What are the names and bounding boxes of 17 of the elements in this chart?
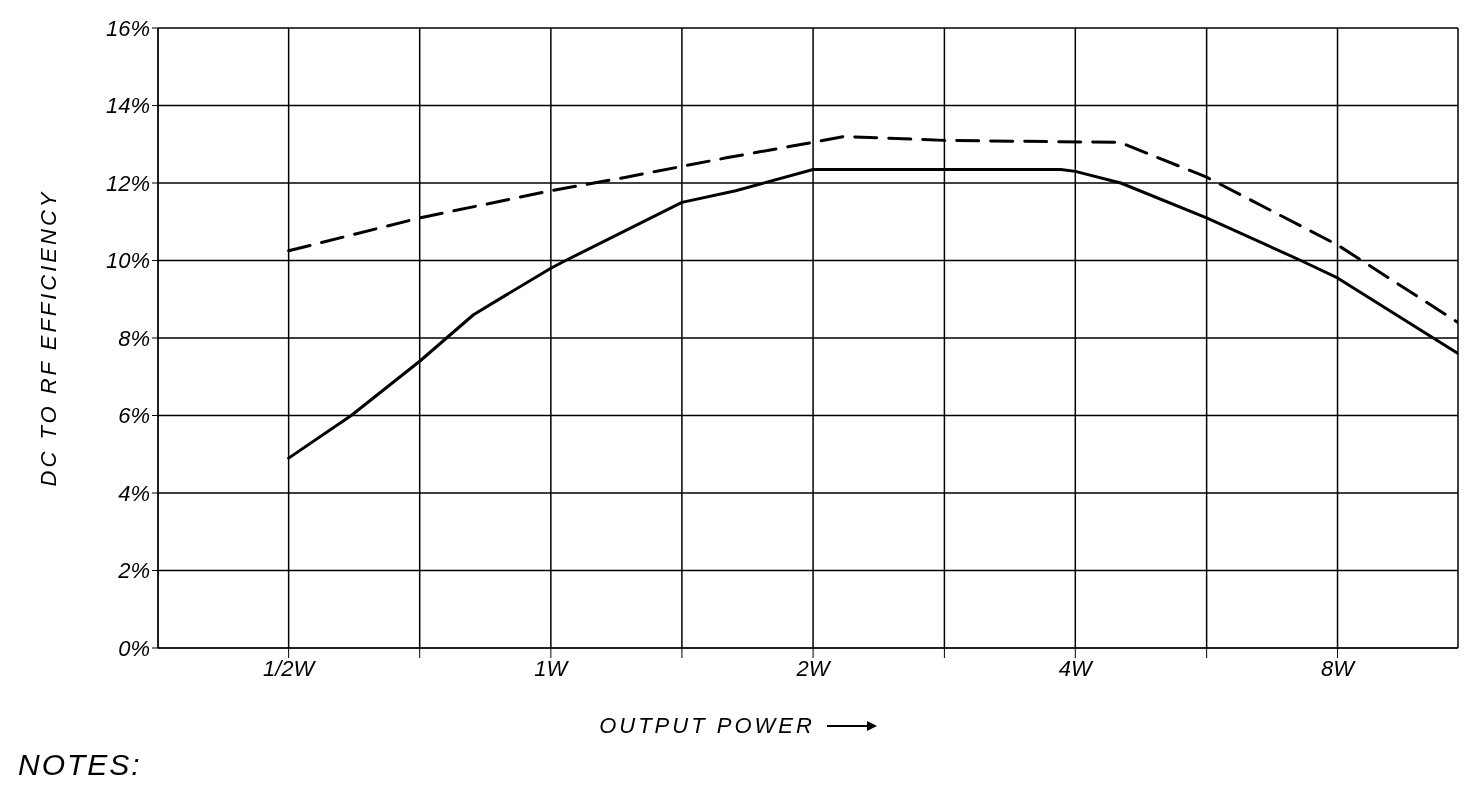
y-tick-label: 6% (118, 403, 150, 429)
x-tick-label: 1/2W (262, 655, 317, 681)
y-axis-title: DC TO RF EFFICIENCY (35, 189, 61, 487)
text: NOTES: (18, 748, 142, 782)
y-tick-label: 8% (118, 325, 150, 351)
x-tick-label: 2W (795, 655, 832, 681)
y-tick-label: 0% (118, 635, 150, 661)
x-tick-label: 4W (1058, 655, 1095, 681)
y-tick-label: 2% (117, 558, 150, 584)
x-tick-label: 1W (534, 655, 570, 681)
x-axis-title: OUTPUT POWER (599, 713, 815, 739)
x-tick-label: 8W (1321, 655, 1357, 681)
y-tick-label: 4% (118, 480, 150, 506)
y-tick-label: 14% (105, 93, 150, 119)
y-tick-label: 12% (105, 170, 150, 196)
y-tick-label: 10% (105, 248, 150, 274)
y-tick-label: 16% (105, 15, 150, 41)
